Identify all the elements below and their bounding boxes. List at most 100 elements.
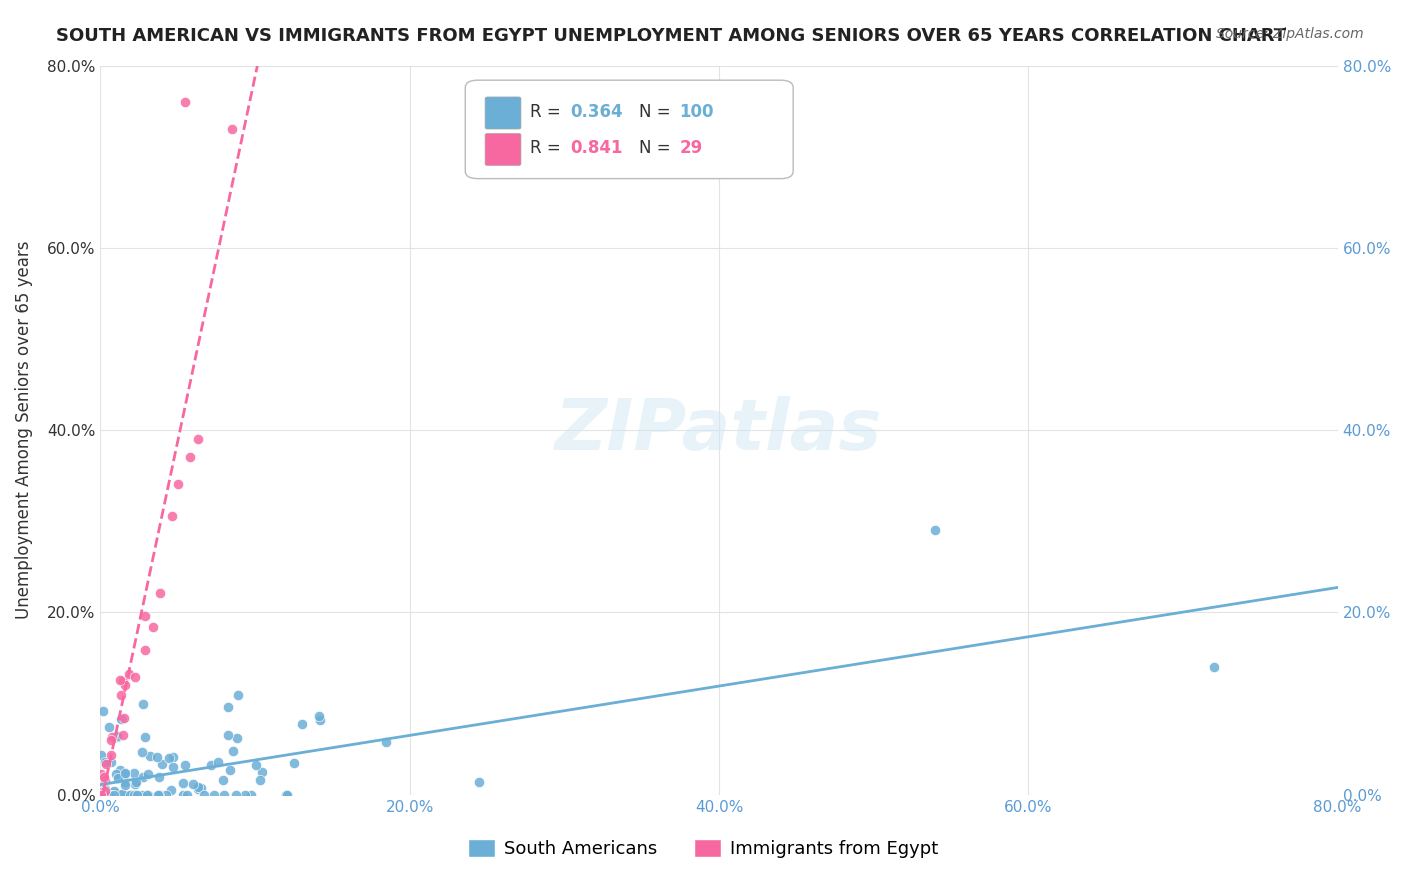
Immigrants from Egypt [112, 673, 135, 688]
South Americans [225, 731, 247, 746]
FancyBboxPatch shape [485, 134, 522, 166]
Text: ZIPatlas: ZIPatlas [555, 396, 883, 465]
South Americans [94, 788, 117, 802]
Text: N =: N = [638, 103, 675, 120]
South Americans [103, 788, 125, 802]
Immigrants from Egypt [134, 643, 156, 657]
Immigrants from Egypt [90, 785, 112, 799]
South Americans [193, 788, 215, 802]
South Americans [212, 772, 235, 787]
South Americans [226, 688, 249, 702]
South Americans [91, 704, 114, 718]
South Americans [101, 788, 124, 802]
South Americans [225, 788, 247, 802]
South Americans [250, 764, 273, 779]
Immigrants from Egypt [118, 666, 141, 681]
South Americans [124, 765, 146, 780]
South Americans [146, 788, 169, 802]
South Americans [207, 755, 229, 769]
South Americans [187, 780, 209, 794]
South Americans [124, 777, 146, 791]
South Americans [114, 778, 136, 792]
South Americans [1202, 660, 1225, 674]
South Americans [187, 782, 209, 797]
South Americans [924, 524, 946, 538]
South Americans [132, 771, 155, 785]
Immigrants from Egypt [100, 731, 122, 745]
South Americans [162, 749, 184, 764]
South Americans [111, 787, 134, 801]
Immigrants from Egypt [179, 450, 201, 464]
Immigrants from Egypt [94, 756, 117, 771]
South Americans [276, 788, 298, 802]
South Americans [162, 760, 184, 774]
Immigrants from Egypt [93, 772, 115, 787]
South Americans [176, 788, 198, 802]
FancyBboxPatch shape [485, 97, 522, 129]
South Americans [222, 743, 245, 757]
South Americans [308, 709, 330, 723]
South Americans [375, 735, 398, 749]
South Americans [125, 788, 148, 802]
South Americans [114, 775, 136, 789]
South Americans [105, 729, 128, 743]
Immigrants from Egypt [100, 732, 122, 747]
South Americans [468, 774, 491, 789]
South Americans [100, 755, 122, 769]
South Americans [122, 788, 145, 802]
Immigrants from Egypt [112, 711, 135, 725]
South Americans [114, 788, 136, 802]
South Americans [91, 788, 114, 802]
South Americans [90, 788, 112, 802]
Immigrants from Egypt [110, 688, 132, 702]
South Americans [114, 766, 136, 780]
Text: N =: N = [638, 139, 675, 157]
Immigrants from Egypt [160, 509, 183, 524]
South Americans [148, 771, 170, 785]
Immigrants from Egypt [112, 728, 135, 742]
South Americans [274, 788, 297, 802]
South Americans [172, 788, 194, 802]
Immigrants from Egypt [124, 670, 146, 684]
South Americans [212, 788, 235, 802]
South Americans [155, 788, 177, 802]
South Americans [150, 756, 173, 771]
Y-axis label: Unemployment Among Seniors over 65 years: Unemployment Among Seniors over 65 years [15, 241, 32, 619]
Text: R =: R = [530, 103, 565, 120]
South Americans [104, 766, 127, 780]
South Americans [233, 788, 256, 802]
South Americans [135, 788, 157, 802]
South Americans [131, 788, 153, 802]
South Americans [90, 788, 112, 802]
Text: Source: ZipAtlas.com: Source: ZipAtlas.com [1216, 27, 1364, 41]
Immigrants from Egypt [221, 122, 243, 136]
Immigrants from Egypt [167, 477, 190, 491]
South Americans [138, 788, 160, 802]
South Americans [98, 788, 121, 802]
Immigrants from Egypt [90, 767, 112, 781]
South Americans [173, 775, 195, 789]
South Americans [110, 712, 132, 726]
South Americans [100, 788, 122, 802]
Immigrants from Egypt [174, 95, 197, 109]
South Americans [124, 788, 146, 802]
South Americans [149, 788, 172, 802]
South Americans [110, 788, 132, 802]
South Americans [249, 772, 271, 787]
South Americans [104, 788, 127, 802]
South Americans [93, 782, 115, 797]
South Americans [146, 750, 169, 764]
South Americans [239, 788, 262, 802]
South Americans [114, 766, 136, 780]
South Americans [103, 788, 125, 802]
Immigrants from Egypt [90, 788, 112, 802]
Immigrants from Egypt [142, 620, 165, 634]
South Americans [91, 788, 114, 802]
South Americans [190, 781, 212, 796]
Immigrants from Egypt [114, 678, 136, 692]
South Americans [91, 788, 114, 802]
South Americans [181, 777, 204, 791]
South Americans [125, 775, 148, 789]
South Americans [283, 756, 305, 770]
Immigrants from Egypt [94, 784, 117, 798]
